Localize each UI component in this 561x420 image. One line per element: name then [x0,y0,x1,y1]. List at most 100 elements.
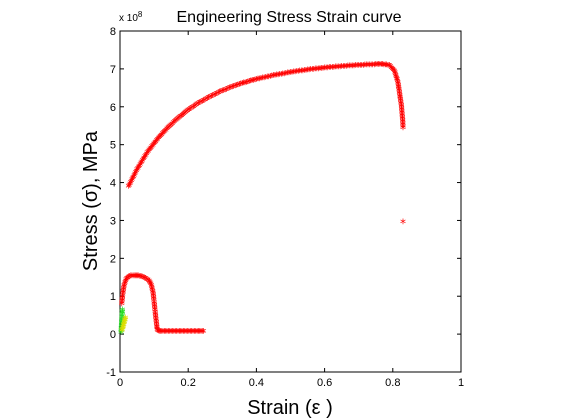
data-point: * [301,65,307,79]
data-point: * [175,326,181,340]
data-point: * [141,272,147,286]
data-point: * [232,81,238,95]
data-point: * [174,326,180,340]
data-point: * [157,326,163,340]
data-point: * [143,148,149,162]
data-point: * [136,162,142,176]
data-point: * [235,79,241,93]
data-point: * [214,88,220,102]
data-point: * [156,133,162,147]
data-point: * [219,85,225,99]
data-point: * [149,281,155,295]
data-point: * [190,101,196,115]
data-point: * [385,60,391,74]
x-tick-label: 0.4 [249,377,264,389]
data-point: * [215,87,221,101]
data-point: * [345,61,351,75]
data-point: * [193,100,199,114]
data-point: * [165,326,171,340]
data-point: * [151,292,157,306]
data-point: * [241,78,247,92]
y-tick-label: 0 [110,329,116,341]
data-point: * [269,71,275,85]
data-point: * [121,283,127,297]
data-point: * [308,64,314,78]
data-marks: ****************************************… [118,59,406,341]
data-point: * [140,155,146,169]
data-point: * [123,274,129,288]
data-point: * [336,61,342,75]
data-point: * [400,216,406,230]
data-point: * [334,62,340,76]
data-point: * [150,290,156,304]
data-point: * [288,67,294,81]
data-point: * [261,72,267,86]
data-point: * [186,326,192,340]
data-point: * [195,326,201,340]
data-point: * [167,326,173,340]
y-axis-ticks: -1 0 1 2 3 4 5 6 7 8 [106,26,461,379]
data-point: * [150,287,156,301]
data-point: * [305,65,311,79]
data-point: * [139,271,145,285]
data-point: * [137,159,143,173]
data-point: * [119,319,125,333]
data-point: * [340,61,346,75]
data-point: * [382,60,388,74]
data-point: * [150,286,156,300]
data-point: * [399,112,405,126]
data-point: * [184,106,190,120]
data-point: * [175,113,181,127]
data-point: * [165,123,171,137]
data-point: * [320,63,326,77]
data-point: * [393,70,399,84]
data-point: * [208,91,214,105]
data-point: * [289,67,295,81]
data-point: * [145,146,151,160]
data-point: * [231,81,237,95]
data-point: * [180,326,186,340]
data-point: * [136,160,142,174]
y-axis-exponent-power: 8 [138,10,143,19]
data-point: * [359,60,365,74]
data-point: * [191,326,197,340]
data-point: * [163,125,169,139]
data-point: * [306,64,312,78]
data-point: * [185,326,191,340]
data-point: * [158,130,164,144]
data-point: * [229,82,235,96]
data-point: * [166,121,172,135]
data-point: * [397,88,403,102]
plot-area [119,30,462,373]
data-point: * [163,326,169,340]
data-point: * [119,314,125,328]
data-point: * [155,325,161,339]
data-point: * [257,73,263,87]
data-point: * [395,80,401,94]
data-point: * [134,164,140,178]
data-point: * [153,136,159,150]
data-point: * [132,168,138,182]
data-point: * [394,73,400,87]
data-point: * [194,326,200,340]
data-point: * [314,64,320,78]
data-point: * [278,69,284,83]
data-point: * [129,174,135,188]
series-1: * [400,216,406,230]
data-point: * [199,96,205,110]
data-point: * [225,83,231,97]
data-point: * [370,59,376,73]
data-point: * [400,119,406,133]
data-point: * [120,286,126,300]
x-tick-label: 0 [117,377,123,389]
data-point: * [398,100,404,114]
data-point: * [354,60,360,74]
data-point: * [118,323,124,337]
data-point: * [152,308,158,322]
data-point: * [311,64,317,78]
data-point: * [284,68,290,82]
data-point: * [243,77,249,91]
data-point: * [154,323,160,337]
data-point: * [151,139,157,153]
data-point: * [207,92,213,106]
